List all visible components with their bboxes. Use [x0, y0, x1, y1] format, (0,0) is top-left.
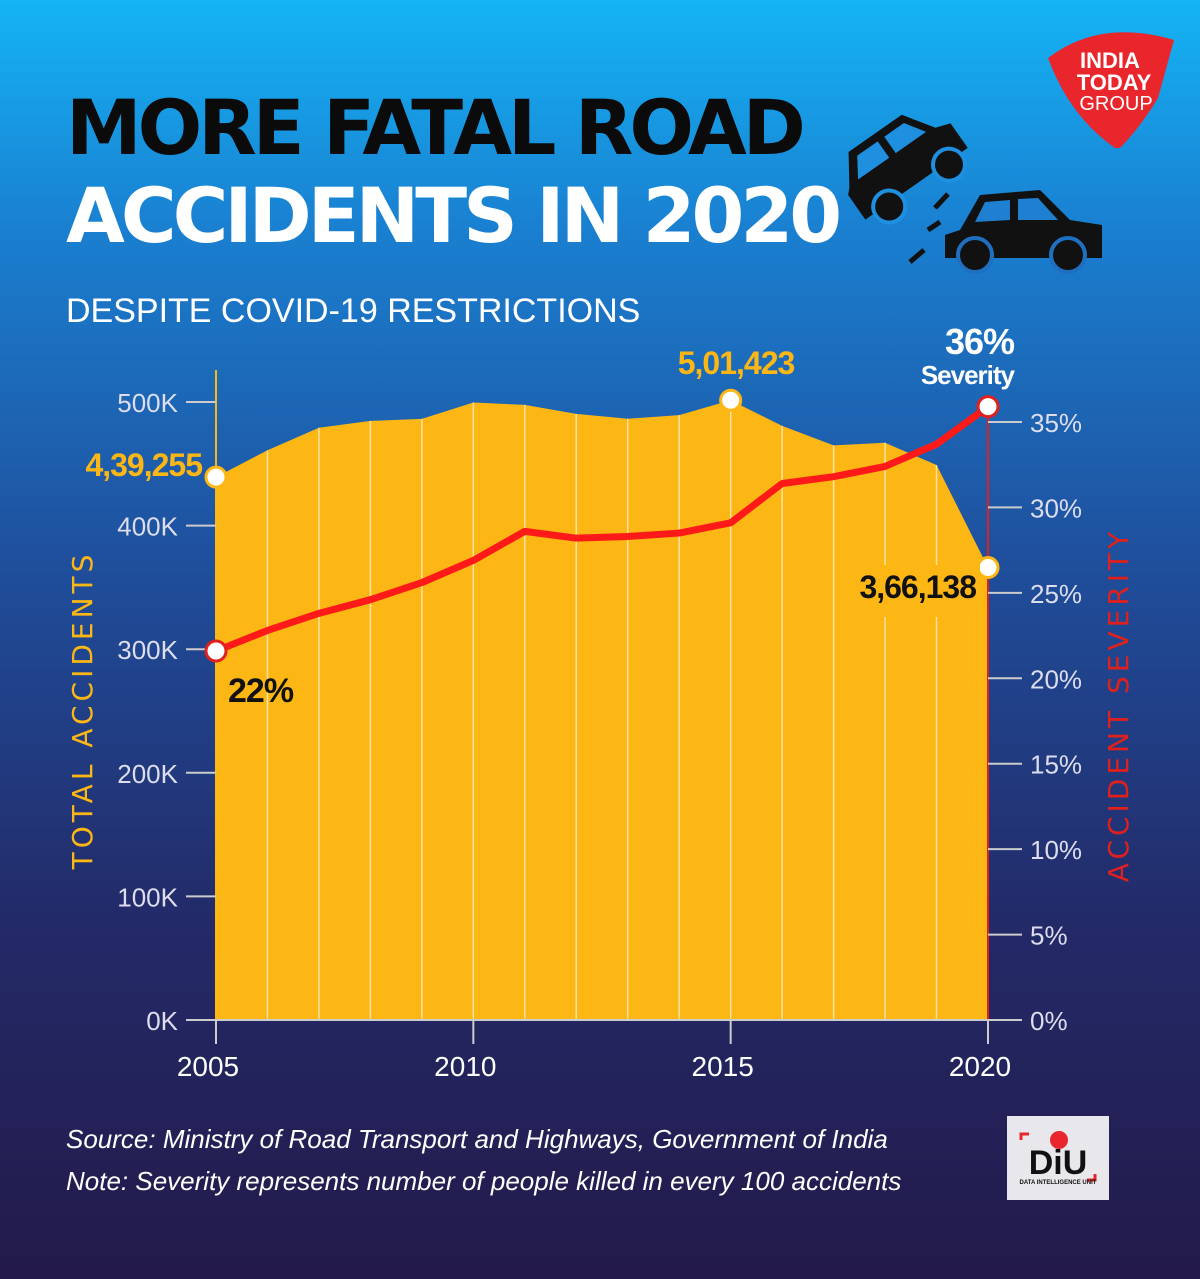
- left-tick-label: 0K: [146, 1006, 178, 1036]
- svg-text:GROUP: GROUP: [1079, 93, 1152, 115]
- left-tick-label: 100K: [117, 882, 178, 912]
- india-today-group-logo: INDIA TODAY GROUP: [1048, 32, 1174, 148]
- right-tick-label: 15%: [1030, 750, 1082, 780]
- point-2015-accidents: [719, 388, 743, 412]
- title-line-1: MORE FATAL ROAD: [66, 83, 806, 172]
- left-tick-label: 400K: [117, 512, 178, 542]
- left-tick-label: 500K: [117, 388, 178, 418]
- source-note: Source: Ministry of Road Transport and H…: [66, 1124, 888, 1154]
- title-line-2: ACCIDENTS IN 2020: [66, 171, 842, 260]
- svg-text:DiU: DiU: [1029, 1144, 1088, 1182]
- svg-text:INDIA: INDIA: [1080, 48, 1140, 73]
- point-2020-accidents: [976, 555, 1000, 579]
- label-2020-severity: 36%: [945, 321, 1015, 362]
- right-tick-label: 25%: [1030, 579, 1082, 609]
- right-axis-label: ACCIDENT SEVERITY: [1102, 528, 1135, 882]
- svg-text:DATA INTELLIGENCE UNIT: DATA INTELLIGENCE UNIT: [1020, 1180, 1097, 1186]
- total-accidents-area: [216, 400, 988, 1020]
- label-2015-accidents: 5,01,423: [678, 345, 795, 381]
- right-tick-label: 10%: [1030, 835, 1082, 865]
- label-2005-accidents: 4,39,255: [85, 447, 202, 483]
- point-2005-accidents: [204, 465, 228, 489]
- severity-line: [214, 403, 991, 655]
- right-tick-label: 20%: [1030, 664, 1082, 694]
- label-2005-severity: 22%: [228, 672, 294, 710]
- label-bg: [858, 565, 980, 617]
- car-crash-icon: [848, 114, 1102, 274]
- svg-text:TODAY: TODAY: [1077, 70, 1152, 95]
- left-tick-label: 200K: [117, 759, 178, 789]
- point-2005-severity: [204, 639, 228, 663]
- subtitle: DESPITE COVID-19 RESTRICTIONS: [66, 292, 641, 330]
- diu-logo: DiU DATA INTELLIGENCE UNIT: [1007, 1116, 1109, 1200]
- left-axis-label: TOTAL ACCIDENTS: [66, 551, 99, 871]
- label-2020-accidents: 3,66,138: [859, 569, 976, 605]
- right-tick-label: 0%: [1030, 1006, 1068, 1036]
- point-2020-severity: [976, 395, 1000, 419]
- right-tick-label: 30%: [1030, 493, 1082, 523]
- left-tick-label: 300K: [117, 635, 178, 665]
- x-tick-label: 2020: [949, 1051, 1011, 1082]
- right-tick-label: 35%: [1030, 408, 1082, 438]
- x-tick-label: 2010: [434, 1051, 496, 1082]
- x-tick-label: 2015: [692, 1051, 754, 1082]
- x-tick-label: 2005: [177, 1051, 239, 1082]
- label-severity-word: Severity: [921, 360, 1016, 390]
- right-tick-label: 5%: [1030, 921, 1068, 951]
- severity-note: Note: Severity represents number of peop…: [66, 1166, 902, 1196]
